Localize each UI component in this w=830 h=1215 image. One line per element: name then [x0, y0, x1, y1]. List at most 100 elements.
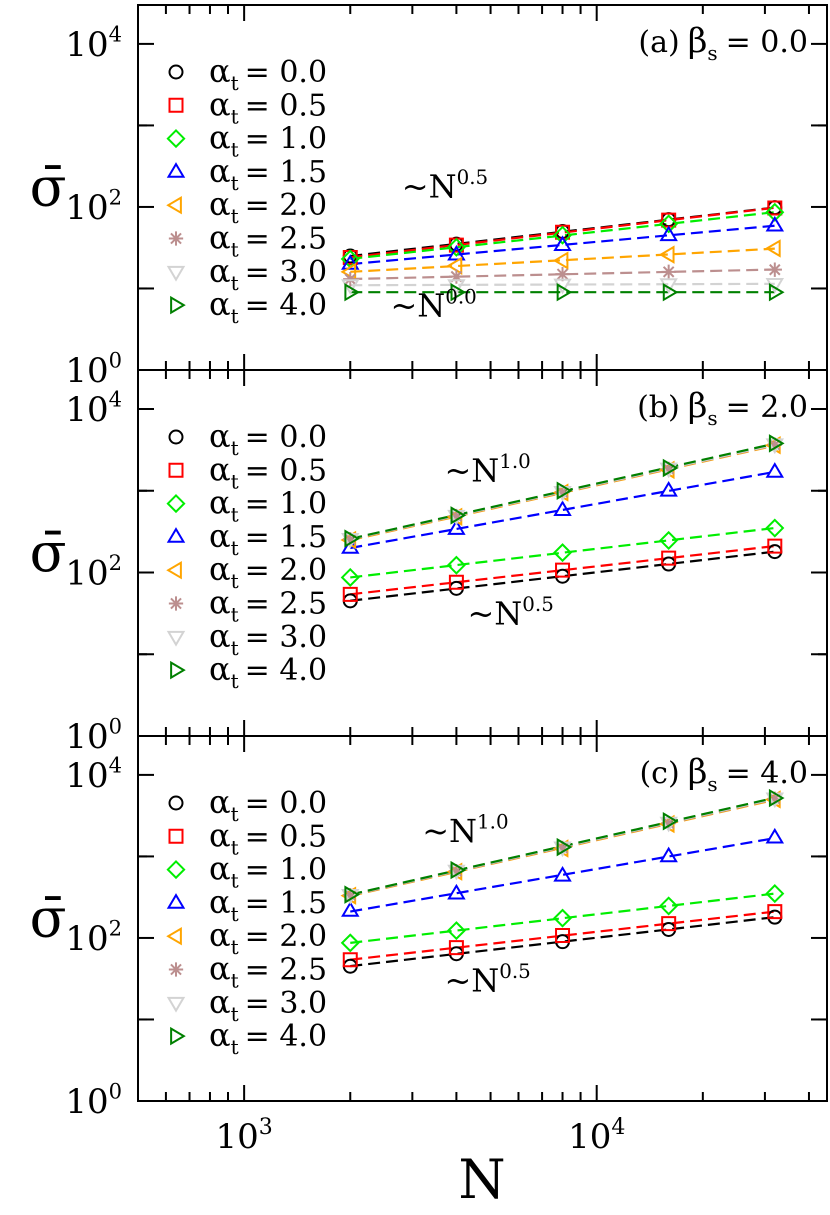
legend-alpha-value: = 2.5: [245, 222, 327, 257]
data-point-alpha-4.0: [450, 860, 467, 880]
y-tick-label-base: 10: [65, 188, 108, 228]
data-point-alpha-4.0: [344, 885, 361, 904]
legend-label: αt = 2.0: [209, 185, 327, 228]
y-axis-label: σ̄: [30, 521, 67, 584]
data-point-alpha-1.5: [341, 254, 360, 270]
data-point-alpha-4.0: [768, 788, 785, 808]
panel-label: (c): [639, 756, 679, 791]
legend-marker-alpha-1.0: [166, 860, 186, 880]
data-point-alpha-1.5: [341, 901, 360, 917]
legend-alpha-subscript: t: [231, 869, 239, 893]
data-point-alpha-4.0: [768, 434, 785, 453]
data-point-alpha-1.5: [447, 244, 466, 261]
panel-title: (c) βs = 4.0: [639, 752, 808, 796]
data-point-alpha-1.5: [553, 865, 572, 882]
legend-label: αt = 1.5: [209, 152, 327, 195]
legend-label: αt = 3.0: [209, 252, 327, 295]
legend-alpha-value: = 3.0: [245, 255, 327, 290]
legend-alpha-value: = 1.5: [245, 520, 327, 555]
legend-alpha-subscript: t: [231, 171, 239, 195]
data-point-alpha-2.0: [658, 245, 675, 264]
scaling-annotation: ~N1.0: [422, 811, 508, 850]
legend-alpha-symbol: α: [209, 185, 231, 223]
scaling-annotation: ~N0.5: [467, 593, 553, 632]
legend-label: αt = 0.5: [209, 816, 327, 859]
plot-frame: [137, 735, 828, 1102]
data-point-alpha-2.5: [767, 437, 782, 452]
beta-subscript: s: [707, 406, 717, 430]
data-point-alpha-2.0: [765, 239, 781, 258]
panel-title: (b) βs = 2.0: [637, 386, 808, 430]
legend-alpha-value: = 0.5: [245, 453, 327, 488]
legend-alpha-value: = 2.0: [245, 553, 327, 588]
legend-alpha-symbol: α: [209, 52, 231, 90]
y-tick-label-base: 10: [65, 756, 108, 796]
legend-label: αt = 1.5: [209, 517, 327, 560]
data-point-alpha-1.5: [447, 883, 466, 900]
legend-alpha-value: = 4.0: [245, 288, 327, 323]
beta-subscript: s: [707, 772, 717, 796]
legend-alpha-symbol: α: [209, 783, 231, 821]
data-point-alpha-0.5: [555, 928, 571, 944]
data-point-alpha-2.5: [449, 863, 464, 879]
legend-marker-alpha-3.0: [166, 630, 186, 647]
panel-label: (b): [637, 390, 680, 425]
legend-alpha-symbol: α: [209, 850, 231, 888]
data-point-alpha-1.5: [553, 235, 572, 252]
legend-label: αt = 1.0: [209, 119, 327, 162]
legend-marker-alpha-4.0: [170, 295, 186, 315]
legend-label: αt = 1.5: [209, 883, 327, 926]
scaling-annotation: ~N0.5: [402, 166, 488, 205]
legend-label: αt = 2.5: [209, 219, 327, 262]
scaling-annotation: ~N0.0: [390, 285, 476, 324]
legend-alpha-symbol: α: [209, 152, 231, 190]
data-point-alpha-4.0: [344, 282, 361, 302]
legend-marker-alpha-1.5: [166, 162, 186, 178]
legend-marker-alpha-0.0: [168, 429, 184, 445]
legend-alpha-value: = 2.0: [245, 919, 327, 954]
legend-alpha-value: = 1.0: [245, 487, 327, 522]
legend-label: αt = 2.0: [209, 550, 327, 593]
beta-value: = 0.0: [726, 25, 808, 60]
legend-alpha-symbol: α: [209, 119, 231, 157]
data-point-alpha-1.0: [340, 933, 360, 953]
scaling-annotation-base: ~N: [467, 595, 522, 633]
scaling-annotation-base: ~N: [422, 812, 477, 850]
y-tick-label-base: 10: [65, 717, 108, 757]
legend-marker-alpha-0.5: [168, 97, 184, 113]
legend-alpha-symbol: α: [209, 85, 231, 123]
data-point-alpha-1.5: [659, 225, 678, 242]
y-tick-label: 104: [65, 753, 122, 796]
legend-marker-alpha-0.0: [168, 64, 184, 80]
legend-alpha-symbol: α: [209, 285, 231, 323]
legend-label: αt = 4.0: [209, 285, 327, 328]
legend-alpha-value: = 4.0: [245, 653, 327, 688]
data-point-alpha-4.0: [662, 812, 679, 831]
data-point-alpha-4.0: [556, 837, 573, 857]
legend-alpha-subscript: t: [231, 1002, 239, 1026]
data-point-alpha-2.0: [340, 262, 357, 282]
legend-alpha-subscript: t: [231, 969, 239, 993]
x-tick-label-exp: 3: [259, 1115, 273, 1140]
beta-subscript: s: [707, 41, 717, 65]
beta-value: = 4.0: [726, 756, 808, 791]
legend-alpha-subscript: t: [231, 238, 239, 262]
x-tick-label: 103: [216, 1115, 273, 1157]
data-point-alpha-2.5: [661, 461, 676, 477]
data-point-alpha-2.5: [343, 272, 358, 287]
legend-label: αt = 4.0: [209, 650, 327, 693]
legend-marker-alpha-2.0: [166, 926, 182, 946]
scaling-annotation: ~N0.5: [444, 960, 530, 999]
data-point-alpha-2.0: [446, 256, 463, 275]
y-tick-label: 100: [65, 1079, 122, 1122]
data-point-alpha-0.5: [555, 562, 571, 578]
legend-alpha-subscript: t: [231, 104, 239, 128]
legend-marker-alpha-0.0: [168, 795, 184, 811]
y-tick-label: 100: [65, 714, 122, 757]
legend-marker-alpha-4.0: [170, 1026, 186, 1046]
y-tick-label-exp: 0: [109, 348, 122, 373]
legend-alpha-symbol: α: [209, 650, 231, 688]
legend-label: αt = 0.0: [209, 52, 327, 95]
